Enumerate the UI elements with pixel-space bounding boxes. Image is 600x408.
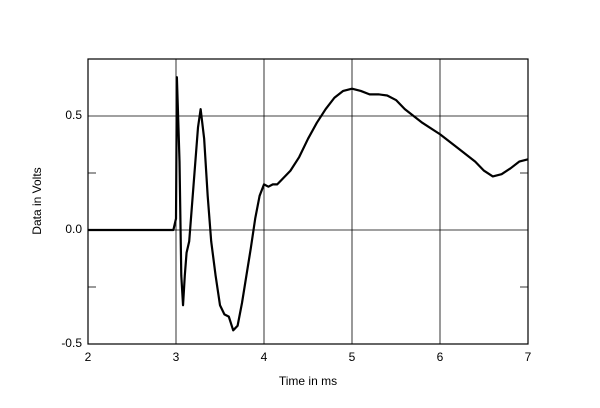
x-tick-label: 4 bbox=[261, 350, 268, 364]
x-axis-label: Time in ms bbox=[279, 374, 337, 388]
y-tick-label: 0.0 bbox=[65, 222, 82, 236]
y-tick-label: -0.5 bbox=[61, 336, 82, 350]
data-line bbox=[88, 76, 529, 332]
plot-frame bbox=[87, 58, 529, 345]
x-tick-label: 3 bbox=[173, 350, 180, 364]
x-tick-label: 2 bbox=[85, 350, 92, 364]
y-axis-label: Data in Volts bbox=[30, 167, 44, 234]
x-tick-label: 5 bbox=[349, 350, 356, 364]
x-tick-label: 7 bbox=[525, 350, 532, 364]
y-tick-label: 0.5 bbox=[65, 108, 82, 122]
x-tick-label: 6 bbox=[437, 350, 444, 364]
